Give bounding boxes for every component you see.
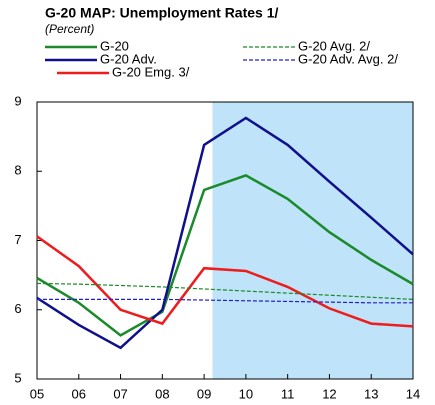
- series-line: [37, 298, 413, 304]
- x-tick-label: 11: [281, 386, 295, 401]
- x-tick-label: 07: [113, 386, 127, 401]
- x-tick-label: 08: [155, 386, 169, 401]
- x-tick-label: 13: [364, 386, 378, 401]
- legend-label: G-20: [100, 38, 129, 53]
- legend-label: G-20 Emg. 3/: [112, 64, 190, 79]
- chart-subtitle: (Percent): [45, 22, 94, 36]
- y-tick-label: 5: [14, 370, 21, 385]
- y-tick-label: 8: [14, 163, 21, 178]
- chart-title: G-20 MAP: Unemployment Rates 1/: [45, 5, 278, 21]
- series-line: [36, 116, 414, 350]
- legend-label: G-20 Adv.: [100, 51, 157, 66]
- x-tick-label: 12: [322, 386, 336, 401]
- projection-shade: [212, 102, 413, 379]
- y-tick-label: 7: [14, 232, 21, 247]
- y-tick-label: 6: [14, 301, 21, 316]
- x-tick-label: 09: [197, 386, 211, 401]
- series-line: [36, 282, 414, 300]
- plot-frame: [36, 101, 414, 380]
- legend-label: G-20 Adv. Avg. 2/: [298, 51, 398, 66]
- x-tick-label: 05: [30, 386, 44, 401]
- series-line: [36, 235, 414, 328]
- series-line: [36, 174, 414, 337]
- x-tick-label: 06: [72, 386, 86, 401]
- y-tick-label: 9: [14, 93, 21, 108]
- legend-label: G-20 Avg. 2/: [298, 38, 370, 53]
- x-tick-label: 10: [239, 386, 253, 401]
- x-tick-label: 14: [406, 386, 420, 401]
